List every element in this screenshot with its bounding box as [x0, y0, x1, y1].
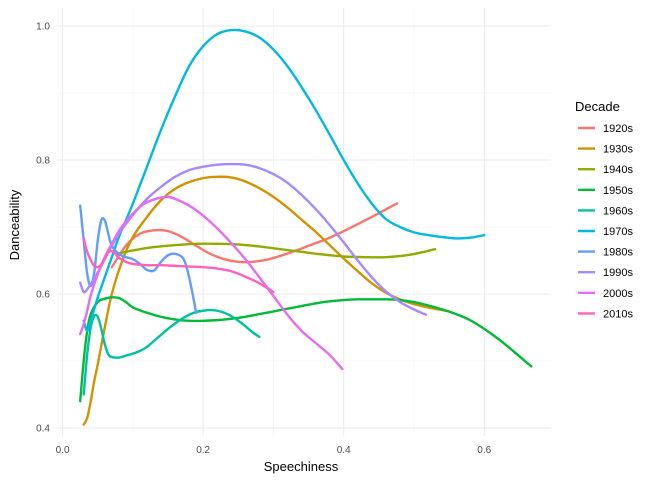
- major-grid: [57, 8, 551, 436]
- legend-label-2010s: 2010s: [603, 308, 633, 320]
- legend: Decade 1920s 1930s 1940s 1950s 1960s 1970s 198…: [575, 99, 633, 320]
- y-tick-labels: 0.4 0.6 0.8 1.0: [36, 22, 50, 435]
- legend-label-1970s: 1970s: [603, 226, 633, 238]
- series-line-1980s: [78, 204, 198, 314]
- x-tick-label: 0.0: [56, 445, 70, 456]
- y-axis-title: Danceability: [7, 189, 22, 260]
- legend-label-1920s: 1920s: [603, 123, 633, 135]
- x-tick-label: 0.2: [196, 445, 210, 456]
- legend-label-1940s: 1940s: [603, 164, 633, 176]
- x-tick-label: 0.6: [477, 445, 491, 456]
- x-tick-label: 0.4: [337, 445, 351, 456]
- y-tick-label: 1.0: [36, 22, 50, 33]
- legend-title: Decade: [575, 99, 620, 114]
- series-line-2000s: [78, 195, 344, 371]
- x-tick-labels: 0.0 0.2 0.4 0.6: [56, 445, 492, 456]
- y-tick-label: 0.6: [36, 290, 50, 301]
- legend-label-1990s: 1990s: [603, 267, 633, 279]
- series-line-1920s: [110, 202, 399, 269]
- legend-label-2000s: 2000s: [603, 288, 633, 300]
- legend-label-1930s: 1930s: [603, 144, 633, 156]
- legend-label-1950s: 1950s: [603, 185, 633, 197]
- series-line-1960s: [82, 308, 261, 396]
- legend-label-1980s: 1980s: [603, 247, 633, 259]
- series-line-1940s: [116, 242, 437, 259]
- series-line-2010s: [82, 236, 275, 294]
- x-axis-title: Speechiness: [264, 459, 339, 474]
- series-line-1930s: [82, 175, 447, 426]
- series-lines: [78, 28, 533, 426]
- y-tick-label: 0.4: [36, 423, 50, 434]
- legend-label-1960s: 1960s: [603, 205, 633, 217]
- y-tick-label: 0.8: [36, 156, 50, 167]
- series-line-1970s: [82, 28, 486, 333]
- series-line-1950s: [78, 296, 533, 403]
